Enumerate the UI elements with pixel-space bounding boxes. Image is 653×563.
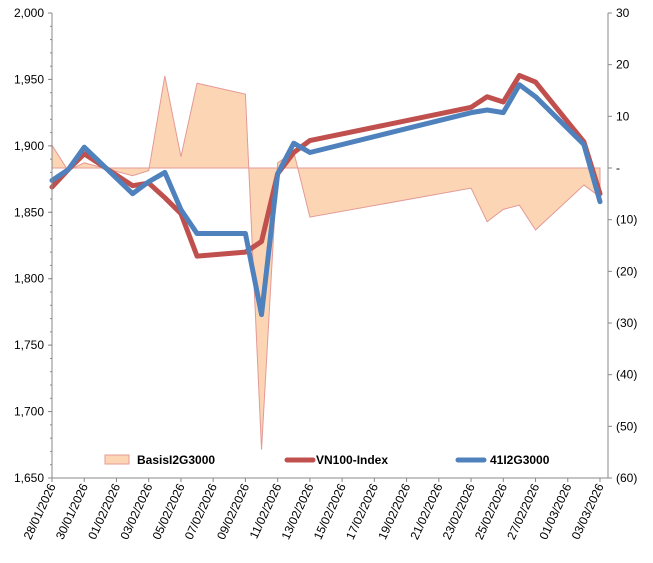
series-line-vn100-index (52, 75, 600, 256)
x-tick-label: 05/02/2026 (150, 481, 188, 542)
legend-label-41i2g3000: 41I2G3000 (490, 453, 550, 467)
x-tick-label: 01/03/2026 (536, 481, 574, 542)
left-tick-label: 1,700 (14, 405, 44, 419)
x-tick-label: 09/02/2026 (214, 481, 252, 542)
basis-area-layer (52, 76, 600, 450)
x-tick-label: 25/02/2026 (472, 481, 510, 542)
left-tick-label: 1,800 (14, 272, 44, 286)
x-tick-label: 13/02/2026 (279, 481, 317, 542)
legend-label-basis: BasisI2G3000 (137, 453, 215, 467)
right-tick-label: (50) (616, 419, 637, 433)
left-tick-label: 2,000 (14, 6, 44, 20)
x-tick-label: 27/02/2026 (504, 481, 542, 542)
right-tick-label: (10) (616, 213, 637, 227)
legend: BasisI2G3000 VN100-Index 41I2G3000 (105, 453, 550, 467)
left-tick-label: 1,650 (14, 471, 44, 485)
left-tick-label: 1,750 (14, 338, 44, 352)
basis-area (52, 76, 600, 450)
right-tick-label: 10 (616, 109, 630, 123)
right-tick-label: 30 (616, 6, 630, 20)
x-tick-label: 15/02/2026 (311, 481, 349, 542)
x-tick-label: 07/02/2026 (182, 481, 220, 542)
right-tick-label: 20 (616, 58, 630, 72)
right-tick-label: - (616, 161, 620, 175)
right-tick-label: (40) (616, 368, 637, 382)
legend-swatch-basis (105, 455, 129, 464)
x-tick-label: 28/01/2026 (21, 481, 59, 542)
x-tick-label: 21/02/2026 (407, 481, 445, 542)
x-tick-label: 19/02/2026 (375, 481, 413, 542)
right-tick-label: (20) (616, 264, 637, 278)
x-tick-label: 11/02/2026 (247, 481, 285, 541)
left-tick-label: 1,850 (14, 205, 44, 219)
x-tick-label: 03/02/2026 (117, 481, 155, 542)
legend-label-vn100: VN100-Index (316, 453, 388, 467)
right-tick-label: (60) (616, 471, 637, 485)
left-tick-label: 1,950 (14, 72, 44, 86)
x-tick-label: 01/02/2026 (85, 481, 123, 542)
x-tick-label: 23/02/2026 (440, 481, 478, 542)
x-tick-label: 17/02/2026 (343, 481, 381, 542)
left-tick-label: 1,900 (14, 139, 44, 153)
x-tick-label: 30/01/2026 (53, 481, 91, 542)
x-tick-label: 03/03/2026 (569, 481, 607, 542)
right-tick-label: (30) (616, 316, 637, 330)
